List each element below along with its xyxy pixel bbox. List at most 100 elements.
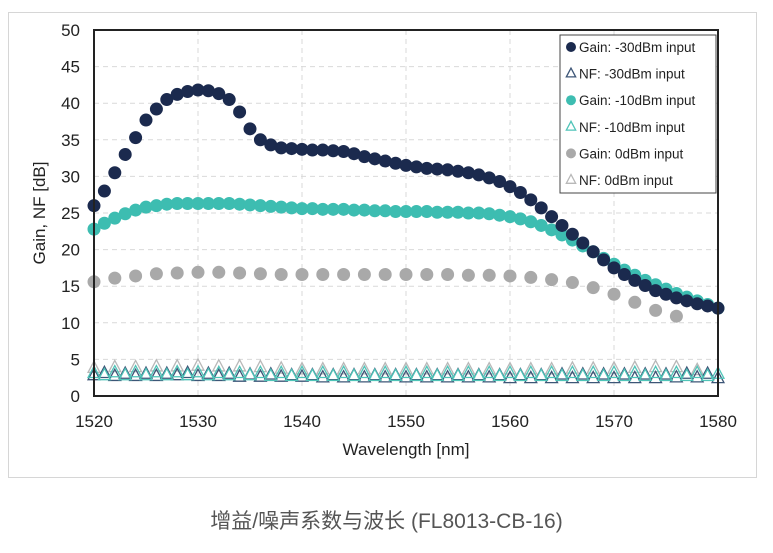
data-point xyxy=(232,364,247,379)
data-point xyxy=(295,267,309,281)
y-axis-label: Gain, NF [dB] xyxy=(30,162,49,265)
data-point xyxy=(503,269,517,283)
data-point xyxy=(690,364,705,379)
data-point xyxy=(368,152,382,166)
data-point xyxy=(545,273,559,287)
x-tick-label: 1560 xyxy=(491,412,529,431)
plot-border xyxy=(93,29,719,397)
data-point xyxy=(389,156,403,170)
data-point xyxy=(138,365,154,379)
data-point xyxy=(284,367,299,382)
data-point xyxy=(138,367,154,381)
data-point xyxy=(222,93,236,107)
data-point xyxy=(701,299,715,313)
data-point xyxy=(554,366,570,380)
data-point xyxy=(482,369,497,383)
data-point xyxy=(461,206,475,220)
data-point xyxy=(388,367,403,382)
legend-label: NF: 0dBm input xyxy=(579,173,673,188)
data-point xyxy=(211,358,226,372)
data-point xyxy=(212,196,226,210)
data-point xyxy=(493,175,507,189)
data-point xyxy=(191,265,205,279)
data-point xyxy=(118,207,132,221)
data-point xyxy=(617,267,631,281)
data-point xyxy=(513,212,527,226)
data-point xyxy=(285,142,299,156)
data-point xyxy=(201,365,216,379)
data-point xyxy=(118,367,133,381)
data-point xyxy=(149,358,164,372)
data-point xyxy=(649,284,663,298)
data-point xyxy=(472,168,486,182)
data-point xyxy=(139,200,153,214)
data-point xyxy=(544,361,559,375)
data-point xyxy=(399,205,413,219)
data-point xyxy=(107,364,122,378)
data-point xyxy=(274,364,289,379)
data-point xyxy=(97,367,112,381)
data-point xyxy=(451,205,465,219)
figure-frame xyxy=(8,12,757,478)
legend-label: Gain: -30dBm input xyxy=(579,40,696,55)
data-point xyxy=(700,365,715,379)
data-point xyxy=(700,367,715,382)
data-point xyxy=(555,218,569,232)
data-point xyxy=(336,361,351,375)
legend-marker xyxy=(565,66,577,78)
data-point xyxy=(264,138,278,152)
data-point xyxy=(658,367,674,382)
data-point xyxy=(513,186,527,200)
data-point xyxy=(315,361,330,375)
data-point xyxy=(316,143,330,157)
data-point xyxy=(233,105,247,119)
data-point xyxy=(648,364,663,379)
data-point xyxy=(367,367,382,382)
data-point xyxy=(398,369,414,383)
data-point xyxy=(461,369,476,383)
data-point xyxy=(502,364,518,379)
data-point xyxy=(420,205,434,219)
data-point xyxy=(285,201,299,215)
data-point xyxy=(201,367,216,381)
data-point xyxy=(222,367,237,381)
data-point xyxy=(482,361,497,375)
data-point xyxy=(596,366,611,380)
data-point xyxy=(222,196,236,210)
data-point xyxy=(107,367,122,382)
data-point xyxy=(575,366,590,380)
data-point xyxy=(461,361,476,375)
data-point xyxy=(606,364,622,379)
data-point xyxy=(337,202,351,216)
data-point xyxy=(680,294,694,308)
data-point xyxy=(108,271,122,285)
data-point xyxy=(264,199,278,213)
data-point xyxy=(597,253,611,267)
data-point xyxy=(658,366,674,380)
data-point xyxy=(337,145,351,159)
data-point xyxy=(389,205,403,219)
data-point xyxy=(337,267,351,281)
data-point xyxy=(357,150,371,164)
data-point xyxy=(97,184,111,198)
data-point xyxy=(181,196,195,210)
data-point xyxy=(690,297,704,311)
data-point xyxy=(190,367,206,382)
data-point xyxy=(294,361,310,375)
legend: Gain: -30dBm input NF: -30dBm input Gain: … xyxy=(559,34,717,194)
data-point xyxy=(524,193,538,207)
data-point xyxy=(451,164,465,178)
data-point xyxy=(253,267,267,281)
data-point xyxy=(523,364,538,379)
data-point xyxy=(471,367,486,382)
data-point xyxy=(211,367,226,382)
data-point xyxy=(160,197,174,211)
data-point xyxy=(586,245,600,259)
data-point xyxy=(212,265,226,279)
data-point xyxy=(233,266,247,280)
data-point xyxy=(378,204,392,218)
data-point xyxy=(233,197,247,211)
data-point xyxy=(357,369,372,383)
